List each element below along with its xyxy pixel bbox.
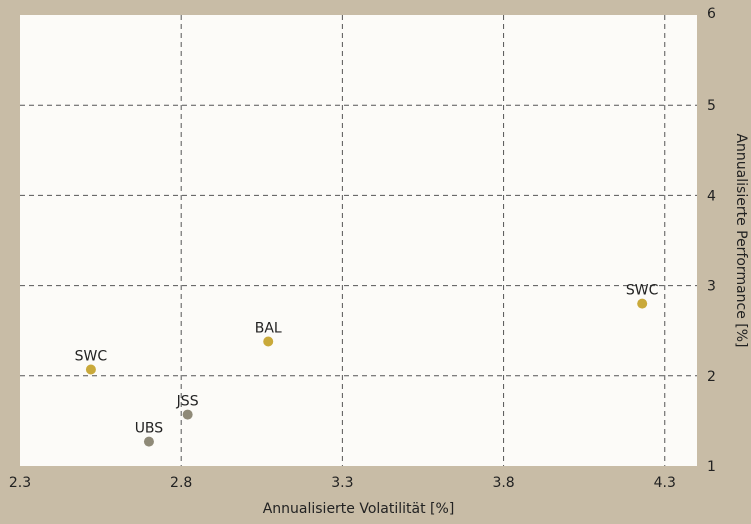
y-tick-label: 6 [707, 6, 716, 22]
point-label: UBS [135, 421, 164, 437]
y-tick-label: 2 [707, 369, 716, 385]
y-tick-label: 4 [707, 188, 716, 204]
grid-lines [20, 15, 697, 466]
data-points: SWC BAL SWC JSS UBS [75, 283, 659, 447]
data-point [182, 409, 193, 420]
y-axis-label: Annualisierte Performance [%] [733, 133, 749, 347]
x-tick-label: 4.3 [654, 475, 676, 491]
x-axis-label: Annualisierte Volatilität [%] [263, 501, 455, 517]
point-label: SWC [626, 283, 659, 299]
point-label: SWC [75, 348, 108, 364]
data-point [263, 336, 274, 347]
y-tick-label: 5 [707, 98, 716, 114]
data-point [143, 436, 154, 447]
data-point [637, 298, 648, 309]
y-tick-label: 1 [707, 459, 716, 475]
x-tick-label: 2.8 [170, 475, 192, 491]
x-tick-label: 3.8 [492, 475, 514, 491]
tick-labels: 2.3 2.8 3.3 3.8 4.3 1 2 3 4 5 6 [9, 6, 716, 491]
point-label: JSS [176, 394, 199, 410]
point-label: BAL [255, 321, 282, 337]
y-tick-label: 3 [707, 279, 716, 295]
data-point [85, 364, 96, 375]
x-tick-label: 2.3 [9, 475, 31, 491]
plot-area [20, 15, 697, 466]
x-tick-label: 3.3 [331, 475, 353, 491]
